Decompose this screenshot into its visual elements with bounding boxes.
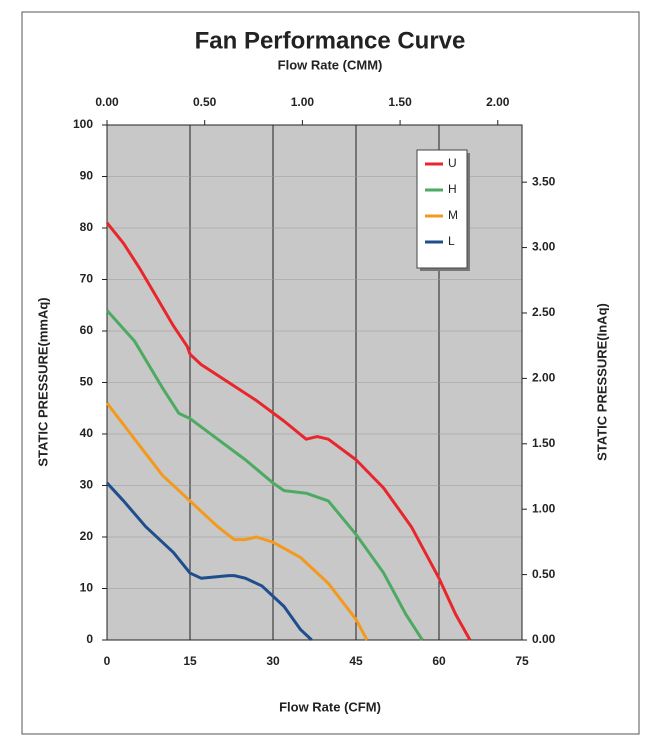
legend-label: L <box>448 234 455 248</box>
series-line <box>105 309 424 641</box>
y-tick-label: 10 <box>80 581 94 595</box>
series-line <box>105 221 472 641</box>
y2-tick-label: 3.50 <box>532 174 556 188</box>
y-tick-label: 20 <box>80 529 94 543</box>
series-line <box>105 402 369 641</box>
y-tick-label: 40 <box>80 426 94 440</box>
series-line <box>105 481 313 642</box>
plot-border <box>106 124 523 641</box>
y2-axis-label: STATIC PRESSURE(InAq) <box>594 303 609 461</box>
y-tick-label: 80 <box>80 220 94 234</box>
y-tick-label: 90 <box>80 169 94 183</box>
x2-axis-label: Flow Rate (CMM) <box>278 57 383 72</box>
x2-tick-label: 0.00 <box>95 95 119 109</box>
x-tick-label: 0 <box>104 654 111 668</box>
y-tick-label: 70 <box>80 272 94 286</box>
y2-tick-label: 2.50 <box>532 305 556 319</box>
y-tick-label: 100 <box>73 117 93 131</box>
x-axis-label: Flow Rate (CFM) <box>279 699 381 714</box>
x-tick-label: 60 <box>432 654 446 668</box>
x2-tick-label: 1.00 <box>291 95 315 109</box>
y-tick-label: 30 <box>80 478 94 492</box>
x-tick-label: 75 <box>515 654 529 668</box>
x2-tick-label: 2.00 <box>486 95 510 109</box>
x2-tick-label: 1.50 <box>388 95 412 109</box>
chart-title: Fan Performance Curve <box>195 27 466 54</box>
y2-tick-label: 0.50 <box>532 567 556 581</box>
y-tick-label: 60 <box>80 323 94 337</box>
y-tick-label: 0 <box>86 632 93 646</box>
y2-tick-label: 2.00 <box>532 371 556 385</box>
legend-label: M <box>448 208 458 222</box>
y-tick-label: 50 <box>80 375 94 389</box>
y-axis-label: STATIC PRESSURE(mmAq) <box>35 297 50 466</box>
x2-tick-label: 0.50 <box>193 95 217 109</box>
legend-label: U <box>448 156 457 170</box>
x-tick-label: 45 <box>349 654 363 668</box>
legend <box>416 149 468 269</box>
x-tick-label: 30 <box>266 654 280 668</box>
y2-tick-label: 1.00 <box>532 501 556 515</box>
y2-tick-label: 3.00 <box>532 240 556 254</box>
legend-label: H <box>448 182 457 196</box>
y2-tick-label: 0.00 <box>532 632 556 646</box>
x-tick-label: 15 <box>183 654 197 668</box>
y2-tick-label: 1.50 <box>532 436 556 450</box>
